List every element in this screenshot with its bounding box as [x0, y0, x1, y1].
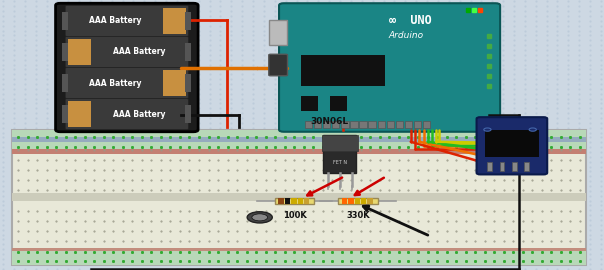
FancyBboxPatch shape: [65, 99, 188, 130]
Bar: [278, 198, 284, 204]
FancyBboxPatch shape: [65, 68, 188, 99]
Bar: [62, 74, 68, 92]
Bar: [361, 198, 367, 204]
Bar: [512, 162, 517, 171]
Text: 100K: 100K: [283, 211, 306, 220]
Bar: [368, 121, 376, 128]
Circle shape: [247, 212, 272, 223]
Bar: [314, 121, 321, 128]
Bar: [62, 105, 68, 123]
Bar: [341, 121, 349, 128]
Text: Arduino: Arduino: [389, 31, 424, 40]
Bar: [285, 198, 290, 204]
Circle shape: [529, 128, 536, 131]
Bar: [301, 96, 318, 111]
Bar: [185, 105, 191, 123]
Bar: [387, 121, 394, 128]
Bar: [12, 193, 586, 201]
Text: 30N06L: 30N06L: [310, 117, 349, 126]
Bar: [185, 43, 191, 61]
Bar: [349, 198, 353, 204]
Bar: [342, 198, 347, 204]
Bar: [405, 121, 412, 128]
Bar: [12, 248, 586, 265]
FancyBboxPatch shape: [56, 3, 198, 132]
Bar: [332, 121, 339, 128]
Bar: [62, 12, 68, 30]
Bar: [68, 39, 91, 65]
FancyBboxPatch shape: [65, 36, 188, 68]
Bar: [185, 12, 191, 30]
Text: AAA Battery: AAA Battery: [113, 110, 165, 119]
Bar: [305, 121, 312, 128]
Bar: [291, 198, 297, 204]
Bar: [68, 101, 91, 127]
Bar: [12, 149, 586, 154]
Bar: [485, 130, 539, 157]
Bar: [322, 135, 358, 151]
Bar: [355, 198, 360, 204]
Bar: [12, 130, 586, 154]
Bar: [396, 121, 403, 128]
Bar: [163, 8, 186, 34]
Text: FET N: FET N: [333, 160, 347, 164]
Bar: [163, 70, 186, 96]
Bar: [298, 198, 303, 204]
Bar: [423, 121, 430, 128]
Bar: [269, 20, 287, 45]
Bar: [62, 43, 68, 61]
Bar: [12, 248, 586, 251]
Bar: [524, 162, 529, 171]
Bar: [414, 121, 421, 128]
FancyBboxPatch shape: [65, 5, 188, 36]
Circle shape: [484, 128, 491, 131]
Bar: [323, 121, 330, 128]
FancyBboxPatch shape: [477, 117, 547, 174]
Circle shape: [252, 214, 268, 221]
Bar: [12, 137, 586, 142]
Bar: [275, 198, 314, 204]
Bar: [500, 162, 504, 171]
Bar: [359, 121, 367, 128]
Bar: [304, 198, 309, 204]
Bar: [185, 74, 191, 92]
Text: AAA Battery: AAA Battery: [89, 79, 141, 87]
Bar: [367, 198, 373, 204]
Bar: [338, 198, 378, 204]
Text: AAA Battery: AAA Battery: [89, 16, 141, 25]
Bar: [330, 96, 347, 111]
Bar: [378, 121, 385, 128]
Bar: [350, 121, 358, 128]
Bar: [323, 135, 356, 173]
Text: ∞  UNO: ∞ UNO: [390, 14, 432, 27]
Bar: [301, 55, 385, 86]
Text: 330K: 330K: [346, 211, 370, 220]
Bar: [487, 162, 492, 171]
FancyBboxPatch shape: [279, 3, 500, 132]
Text: AAA Battery: AAA Battery: [113, 48, 165, 56]
Bar: [12, 130, 586, 265]
FancyBboxPatch shape: [269, 54, 288, 76]
